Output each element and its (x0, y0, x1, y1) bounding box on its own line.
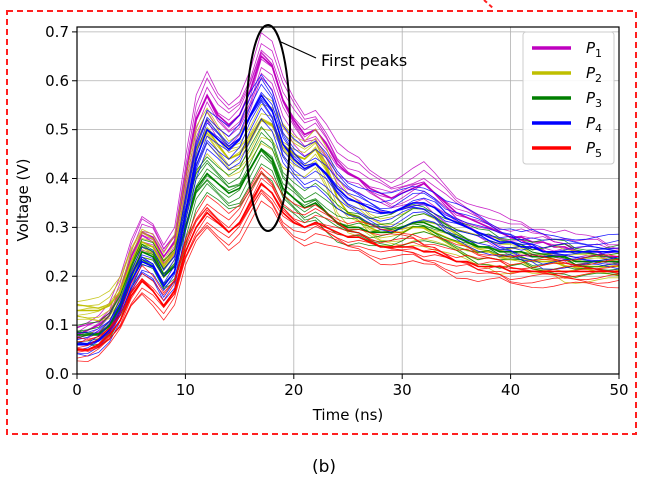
y-tick-label: 0.3 (45, 218, 69, 236)
axis-ticks: 0 10 20 30 40 50 0.0 0.1 0.2 0.3 0.4 0.5 0.6 0.7 (45, 23, 628, 399)
series-trace (77, 131, 619, 332)
series-line (77, 118, 619, 312)
series-line (77, 182, 619, 351)
series-trace (77, 73, 619, 334)
series-trace (77, 184, 619, 352)
annotation-text: First peaks (321, 51, 407, 70)
series-trace (77, 200, 619, 363)
series-p5 (77, 166, 619, 363)
series-line (77, 93, 619, 346)
legend: P1 P2 P3 P4 P5 (522, 31, 615, 165)
series-trace (77, 172, 619, 349)
figure-frame (6, 10, 637, 435)
y-tick-label: 0.0 (45, 365, 69, 383)
series-trace (77, 125, 619, 326)
series-line (77, 54, 619, 336)
legend-label: P4 (586, 114, 602, 135)
series-trace (77, 77, 619, 341)
x-tick-label: 40 (501, 381, 520, 399)
x-tick-label: 50 (609, 381, 628, 399)
y-tick-label: 0.4 (45, 170, 69, 188)
annotation-pointer (280, 41, 317, 59)
figure-caption: (b) (312, 457, 336, 477)
x-tick-label: 30 (393, 381, 412, 399)
series-trace (77, 166, 619, 340)
series-trace (77, 107, 619, 354)
x-tick-label: 20 (284, 381, 303, 399)
x-axis-label: Time (ns) (312, 406, 384, 424)
y-tick-label: 0.7 (45, 23, 69, 41)
y-tick-label: 0.5 (45, 121, 69, 139)
legend-label: P2 (586, 64, 602, 85)
y-tick-label: 0.6 (45, 72, 69, 90)
arrow-tip (483, 0, 495, 10)
first-peaks-ellipse (245, 24, 291, 232)
x-tick-label: 10 (176, 381, 195, 399)
series-layer (77, 32, 619, 363)
legend-label: P1 (586, 39, 602, 60)
series-trace (77, 49, 619, 329)
series-trace (77, 32, 619, 328)
x-tick-label: 0 (72, 381, 82, 399)
y-axis-label: Voltage (V) (14, 159, 32, 242)
series-trace (77, 42, 619, 328)
series-trace (77, 192, 619, 359)
plot-area (76, 26, 620, 375)
series-trace (77, 83, 619, 345)
y-tick-label: 0.1 (45, 316, 69, 334)
series-trace (77, 170, 619, 343)
legend-label: P5 (586, 139, 602, 160)
y-tick-label: 0.2 (45, 267, 69, 285)
legend-label: P3 (586, 89, 602, 110)
